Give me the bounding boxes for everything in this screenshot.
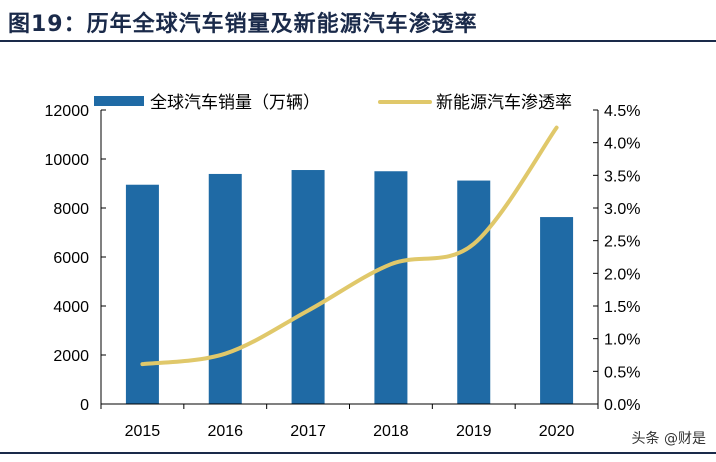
right-tick-label: 4.0% [604,136,640,153]
left-tick-label: 12000 [45,103,90,120]
figure-title: 图19：历年全球汽车销量及新能源汽车渗透率 [8,12,478,37]
right-tick-label: 3.0% [604,201,640,218]
x-tick-label: 2018 [373,423,409,440]
right-tick-label: 1.5% [604,299,640,316]
legend-label-line: 新能源汽车渗透率 [436,93,572,113]
x-tick-label: 2019 [456,423,492,440]
right-tick-label: 1.0% [604,332,640,349]
right-tick-label: 2.5% [604,234,640,251]
watermark: 头条 @财是 [631,428,706,448]
left-tick-label: 2000 [53,348,89,365]
right-tick-label: 0.5% [604,364,640,381]
title-divider [0,40,716,42]
bottom-divider [0,452,716,454]
bar-2018 [374,171,408,404]
bar-2017 [291,170,325,404]
legend-label-bar: 全球汽车销量（万辆） [150,93,320,113]
left-tick-label: 8000 [53,201,89,218]
bar-2015 [125,184,159,404]
bar-2019 [457,180,491,404]
left-tick-label: 10000 [45,152,90,169]
bar-2020 [540,217,574,404]
line-series-penetration [140,125,559,367]
left-tick-label: 4000 [53,299,89,316]
right-tick-label: 4.5% [604,103,640,120]
x-tick-label: 2015 [125,423,161,440]
left-tick-label: 6000 [53,250,89,267]
legend-swatch-bar [94,96,144,106]
x-tick-label: 2017 [290,423,326,440]
bar-2016 [208,173,242,404]
right-tick-label: 2.0% [604,266,640,283]
x-tick-label: 2016 [207,423,243,440]
right-tick-label: 0.0% [604,397,640,414]
right-tick-label: 3.5% [604,168,640,185]
x-tick-label: 2020 [539,423,575,440]
left-tick-label: 0 [80,397,89,414]
